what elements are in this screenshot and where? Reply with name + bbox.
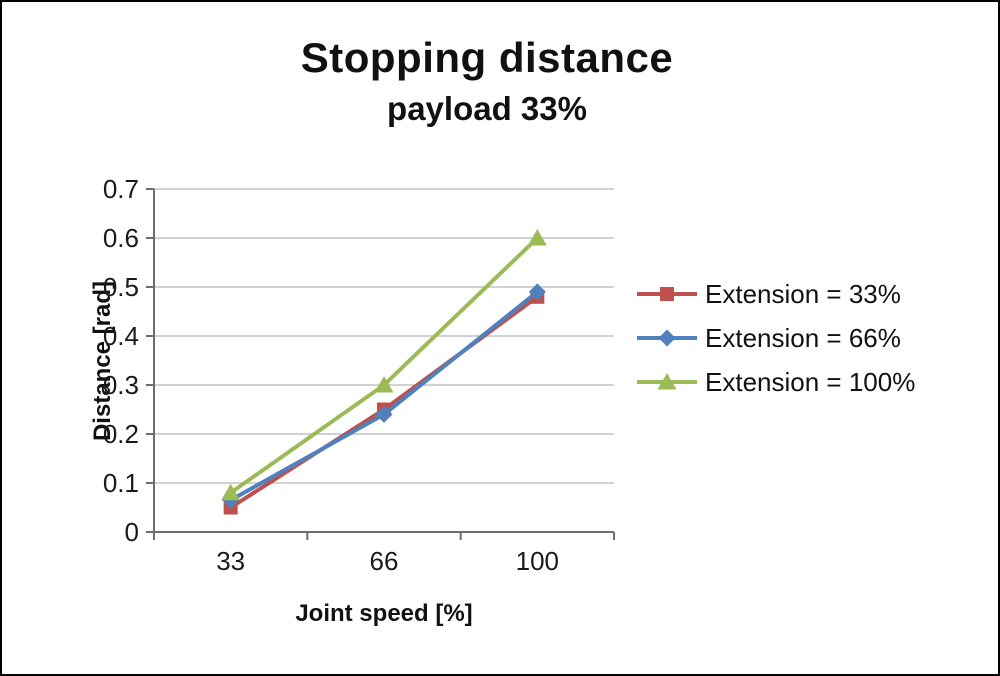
triangle-marker-icon — [221, 483, 241, 501]
legend-item: Extension = 100% — [635, 366, 915, 398]
chart-title: Stopping distance — [300, 34, 674, 81]
y-tick-label: 0.5 — [103, 272, 139, 302]
legend-key — [637, 287, 697, 301]
series-line — [228, 289, 540, 503]
diamond-marker-icon — [658, 329, 676, 347]
legend-label: Extension = 100% — [705, 366, 916, 397]
square-marker-icon — [660, 287, 674, 301]
legend: Extension = 33% Extension = 66% Extension … — [635, 278, 915, 398]
triangle-marker-icon — [374, 376, 394, 393]
legend-label: Extension = 33% — [705, 278, 901, 309]
x-axis-label: Joint speed [%] — [295, 600, 473, 627]
x-tick-label: 100 — [516, 546, 559, 576]
legend-item: Extension = 66% — [635, 322, 915, 354]
y-tick-label: 0.6 — [103, 223, 139, 253]
series-line — [228, 236, 540, 495]
x-tick-label: 33 — [216, 546, 245, 576]
chart-subtitle: payload 33% — [387, 90, 587, 127]
y-tick-label: 0.4 — [103, 321, 139, 351]
triangle-marker-icon — [657, 373, 677, 390]
x-tick-label: 66 — [370, 546, 399, 576]
y-tick-label: 0 — [125, 517, 139, 547]
y-tick-label: 0.1 — [103, 468, 139, 498]
y-tick-label: 0.2 — [103, 419, 139, 449]
legend-label: Extension = 66% — [705, 322, 901, 353]
diamond-marker-icon — [528, 283, 546, 301]
legend-key — [637, 373, 697, 390]
y-tick-label: 0.7 — [103, 174, 139, 204]
legend-key — [637, 329, 697, 347]
y-tick-label: 0.3 — [103, 370, 139, 400]
triangle-marker-icon — [527, 229, 547, 246]
legend-item: Extension = 33% — [635, 278, 915, 310]
diamond-marker-icon — [375, 405, 393, 423]
